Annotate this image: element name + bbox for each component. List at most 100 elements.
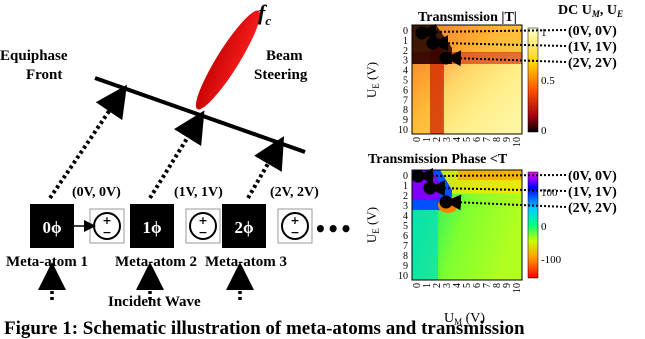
magnitude-annotation-3: (2V, 2V) <box>568 56 617 71</box>
magnitude-y-tick: 7 <box>403 95 408 106</box>
phase-x-tick: 4 <box>452 283 463 288</box>
meta-atom-3-name: Meta-atom 3 <box>205 254 287 270</box>
x-axis-label: UM (V) <box>444 311 485 327</box>
incident-wave-label: Incident Wave <box>108 294 201 310</box>
phase-y-tick: 7 <box>403 241 408 252</box>
magnitude-y-tick: 9 <box>403 115 408 126</box>
propagation-arrow-2 <box>148 110 205 200</box>
svg-text:−: − <box>102 226 111 239</box>
phase-y-tick: 9 <box>403 261 408 272</box>
phase-y-tick: 8 <box>403 251 408 262</box>
voltage-source-1: + − <box>74 208 125 244</box>
magnitude-colorbar <box>527 27 539 133</box>
magnitude-title: Transmission |T| <box>418 10 517 25</box>
phase-annotation-2: (1V, 1V) <box>568 185 617 200</box>
magnitude-x-tick: 2 <box>432 137 443 142</box>
magnitude-y-tick: 4 <box>403 66 408 77</box>
meta-atom-2-name: Meta-atom 2 <box>115 254 197 270</box>
magnitude-colorbar-tick-05: 0.5 <box>541 75 555 87</box>
magnitude-x-tick: 5 <box>462 137 473 142</box>
phase-colorbar-tick-n100: -100 <box>541 254 562 266</box>
frequency-label: fc <box>258 0 271 28</box>
equiphase-label-2: Front <box>26 67 62 83</box>
phase-x-tick: 2 <box>432 283 443 288</box>
meta-atom-3-phase: 2ϕ <box>234 218 253 237</box>
phase-colorbar <box>527 171 539 279</box>
magnitude-y-label: UE (V) <box>364 62 381 98</box>
dc-header: DC UM, UE <box>558 3 623 19</box>
magnitude-colorbar-tick-0: 0 <box>541 125 547 137</box>
meta-atom-1-phase: 0ϕ <box>42 218 61 237</box>
voltage-source-2: + − <box>185 208 221 244</box>
voltage-source-3: + − <box>277 208 313 244</box>
magnitude-y-tick: 3 <box>403 56 408 67</box>
magnitude-y-tick: 6 <box>403 85 408 96</box>
phase-x-tick: 5 <box>462 283 473 288</box>
magnitude-x-tick: 3 <box>442 137 453 142</box>
phase-y-tick: 1 <box>403 181 408 192</box>
phase-y-tick: 0 <box>403 171 408 182</box>
magnitude-annotation-1: (0V, 0V) <box>568 24 617 39</box>
meta-atom-1-box <box>30 204 74 248</box>
phase-annotations <box>417 167 567 211</box>
svg-text:−: − <box>198 226 207 239</box>
phase-x-tick: 1 <box>422 283 433 288</box>
magnitude-y-tick: 2 <box>403 46 408 57</box>
beam-steering-label-1: Beam <box>266 48 303 64</box>
phase-heatmap <box>411 169 523 281</box>
phase-x-tick: 3 <box>442 283 453 288</box>
phase-y-tick: 4 <box>403 211 408 222</box>
phase-colorbar-tick-0: 0 <box>541 221 547 233</box>
phase-x-tick: 6 <box>472 283 483 288</box>
phase-annotation-3: (2V, 2V) <box>568 201 617 216</box>
phase-y-tick: 5 <box>403 221 408 232</box>
magnitude-x-tick: 7 <box>482 137 493 142</box>
bias-label-2: (1V, 1V) <box>174 185 223 200</box>
phase-title: Transmission Phase <T <box>368 152 508 167</box>
magnitude-x-tick: 8 <box>492 137 503 142</box>
phase-y-label: UE (V) <box>364 207 381 243</box>
svg-text:+: + <box>290 214 299 227</box>
svg-text:−: − <box>290 226 299 239</box>
magnitude-heatmap <box>411 24 523 135</box>
magnitude-annotation-2: (1V, 1V) <box>568 40 617 55</box>
equiphase-label-1: Equiphase <box>0 48 68 64</box>
magnitude-y-tick: 5 <box>403 76 408 87</box>
magnitude-y-tick: 10 <box>398 125 408 136</box>
svg-text:+: + <box>198 214 207 227</box>
svg-text:+: + <box>102 214 111 227</box>
magnitude-x-tick: 10 <box>512 137 523 147</box>
meta-atom-2-box <box>130 204 174 248</box>
phase-x-tick: 0 <box>412 283 423 288</box>
magnitude-x-tick: 9 <box>502 137 513 142</box>
phase-colorbar-tick-100: 100 <box>541 187 558 199</box>
phase-x-tick: 8 <box>492 283 503 288</box>
meta-atom-1-name: Meta-atom 1 <box>6 254 88 270</box>
magnitude-y-tick: 0 <box>403 26 408 37</box>
bias-label-1: (0V, 0V) <box>72 185 121 200</box>
equiphase-front-line <box>94 76 306 154</box>
magnitude-x-tick: 1 <box>422 137 433 142</box>
phase-y-tick: 2 <box>403 191 408 202</box>
meta-atom-2-phase: 1ϕ <box>142 218 161 237</box>
propagation-arrow-1 <box>48 84 127 200</box>
magnitude-annotations <box>420 23 567 67</box>
magnitude-y-tick: 8 <box>403 105 408 116</box>
meta-atom-3-box <box>222 204 266 248</box>
beam-steering-label-2: Steering <box>254 67 308 83</box>
magnitude-y-tick: 1 <box>403 36 408 47</box>
phase-y-tick: 3 <box>403 201 408 212</box>
magnitude-x-tick: 6 <box>472 137 483 142</box>
bias-label-3: (2V, 2V) <box>270 185 319 200</box>
phase-y-tick: 6 <box>403 231 408 242</box>
ellipsis-dots: ••• <box>314 217 352 241</box>
phase-x-tick: 9 <box>502 283 513 288</box>
phase-x-tick: 10 <box>512 283 523 293</box>
magnitude-x-tick: 0 <box>412 137 423 142</box>
magnitude-colorbar-tick-1: 1 <box>541 27 547 39</box>
phase-x-tick: 7 <box>482 283 493 288</box>
magnitude-x-tick: 4 <box>452 137 463 142</box>
beam-lobe <box>195 10 261 110</box>
